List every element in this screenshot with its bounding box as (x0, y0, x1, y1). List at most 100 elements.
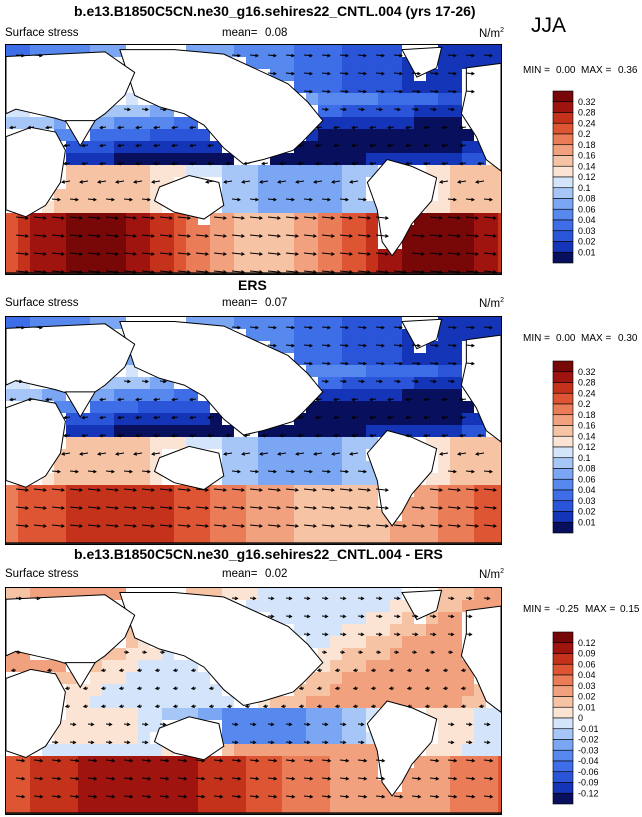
wind-vector-head (291, 469, 295, 474)
colorbar-level-label: 0.06 (578, 204, 596, 214)
colorbar-swatch (552, 500, 574, 512)
wind-vector (375, 488, 388, 491)
wind-vector (195, 270, 208, 273)
wind-vector (105, 488, 118, 491)
wind-vector-head (145, 379, 150, 384)
wind-vector-head (315, 161, 320, 166)
wind-vector (267, 470, 277, 473)
wind-vector-head (333, 125, 338, 130)
wind-vector-head (381, 53, 385, 58)
wind-vector-head (61, 451, 66, 456)
wind-vector-head (135, 397, 140, 402)
wind-vector (159, 777, 169, 780)
wind-vector-head (352, 704, 357, 709)
wind-vector (285, 488, 298, 491)
wind-vector-head (439, 179, 444, 184)
wind-vector-head (327, 325, 331, 330)
wind-vector (321, 759, 331, 762)
wind-vector-head (435, 776, 440, 781)
wind-vector (249, 759, 259, 762)
colorbar-swatch (552, 155, 574, 167)
wind-vector-head (114, 488, 119, 492)
wind-vector-head (150, 252, 155, 256)
wind-vector-head (24, 216, 29, 220)
wind-vector (105, 198, 115, 201)
wind-vector (62, 452, 71, 455)
wind-vector (267, 488, 280, 491)
wind-vector (249, 252, 262, 255)
wind-vector-head (363, 776, 368, 781)
wind-vector (51, 234, 64, 237)
wind-vector (465, 216, 478, 219)
wind-vector-head (315, 415, 320, 420)
wind-vector (267, 72, 277, 75)
wind-vector (321, 252, 334, 255)
wind-vector (195, 759, 205, 762)
wind-vector (15, 326, 25, 329)
wind-vector-head (366, 270, 371, 274)
wind-vector-head (186, 234, 191, 238)
wind-vector (51, 777, 61, 780)
colorbar-level-label: 0.24 (578, 118, 596, 128)
colorbar-swatch (552, 382, 574, 394)
wind-vector-head (54, 740, 59, 745)
wind-vector (98, 452, 107, 455)
wind-vector-head (306, 632, 311, 637)
wind-vector-head (144, 722, 149, 727)
wind-vector-head (273, 71, 277, 76)
wind-vector (159, 270, 172, 273)
wind-vector (285, 759, 295, 762)
wind-vector (116, 180, 125, 183)
wind-vector-head (420, 506, 425, 510)
wind-vector-head (240, 270, 245, 274)
wind-vector (33, 759, 43, 762)
wind-vector-head (114, 252, 119, 256)
wind-vector-head (132, 524, 137, 528)
wind-vector-head (316, 668, 321, 673)
wind-vector-head (205, 179, 210, 184)
wind-vector (357, 72, 367, 75)
colorbar-level-label: -0.06 (578, 767, 599, 777)
panel-1-min-label: MIN = (523, 65, 550, 76)
wind-vector-head (222, 488, 227, 492)
wind-vector-head (255, 794, 260, 799)
wind-vector (465, 777, 475, 780)
wind-vector-head (312, 216, 317, 220)
wind-vector-head (342, 614, 347, 619)
wind-vector-head (243, 433, 248, 438)
wind-vector (458, 452, 467, 455)
wind-vector (339, 270, 352, 273)
wind-vector (159, 234, 172, 237)
wind-vector-head (291, 71, 295, 76)
wind-vector-head (204, 234, 209, 238)
panel-2-max-label: MAX = (581, 333, 612, 344)
wind-vector-head (222, 524, 227, 528)
colorbar-level-label: 0.2 (578, 129, 591, 139)
wind-vector (285, 470, 295, 473)
wind-vector-head (345, 53, 349, 58)
wind-vector-head (395, 650, 400, 655)
wind-vector-head (297, 415, 302, 420)
panel-1-max-value: 0.36 (618, 65, 638, 76)
wind-vector (105, 506, 118, 509)
wind-vector (339, 326, 349, 329)
wind-vector-head (258, 506, 263, 510)
wind-vector-head (78, 216, 83, 220)
wind-vector-head (171, 143, 176, 148)
wind-vector-head (474, 270, 479, 274)
wind-vector-head (451, 107, 456, 112)
wind-vector (447, 524, 460, 527)
wind-vector-head (387, 143, 392, 148)
wind-vector (375, 54, 385, 57)
wind-vector-head (118, 686, 123, 691)
wind-vector (123, 198, 133, 201)
wind-vector-head (114, 234, 119, 238)
wind-vector-head (330, 234, 335, 238)
wind-vector-head (456, 506, 461, 510)
wind-vector (123, 234, 136, 237)
wind-vector-head (433, 107, 438, 112)
wind-vector-head (388, 686, 393, 691)
wind-vector (51, 488, 64, 491)
wind-vector (357, 759, 367, 762)
wind-vector-head (459, 125, 464, 130)
